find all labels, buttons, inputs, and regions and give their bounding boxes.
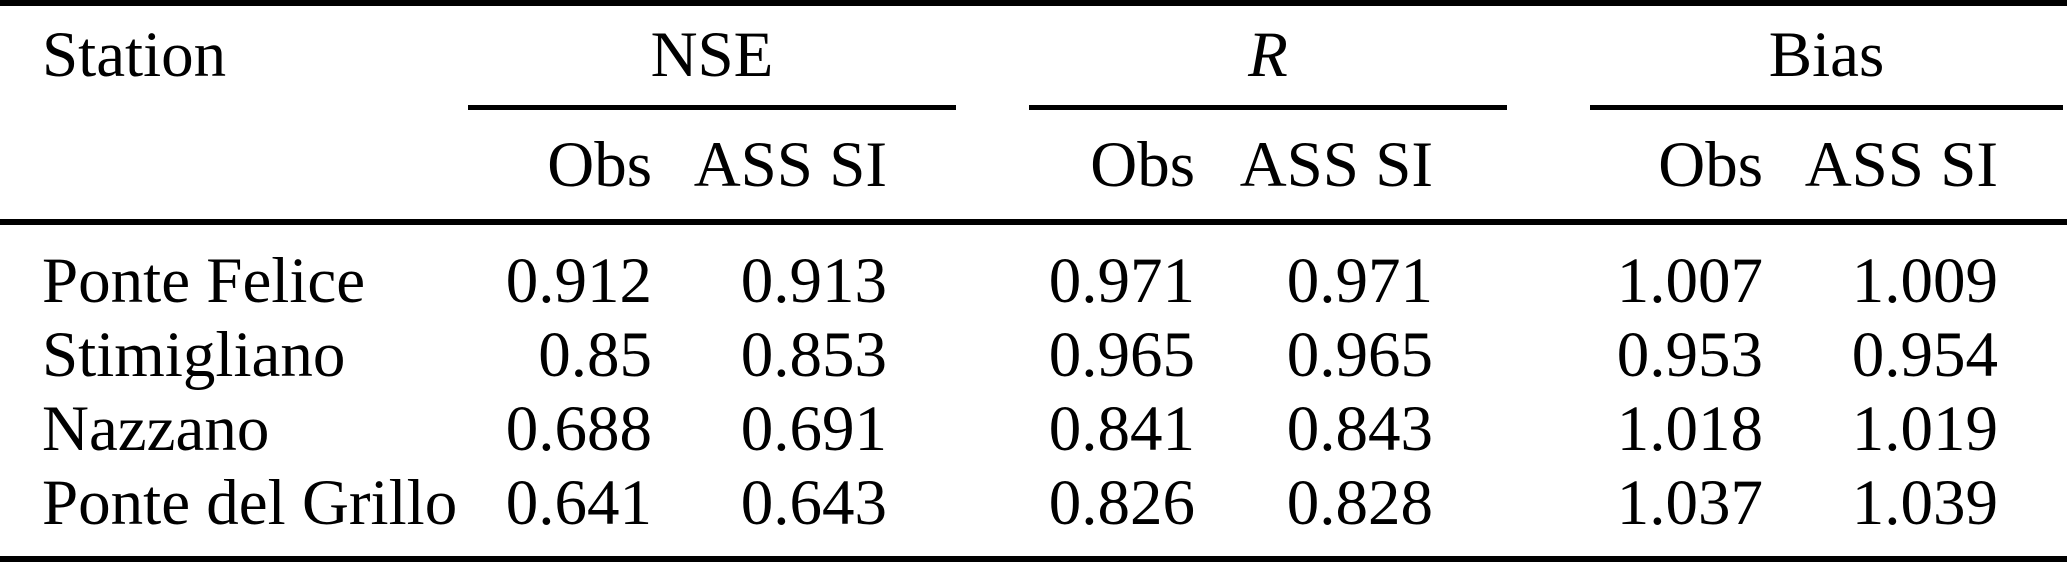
station-cell: Ponte Felice [42,245,366,317]
group-header-nse: NSE [650,19,774,91]
table-row: Ponte Felice 0.912 0.913 0.971 0.971 1.0… [0,244,2067,318]
r-obs-cell: 0.965 [1048,319,1195,391]
bias-obs-cell: 0.953 [1616,319,1763,391]
bias-ass-si-cell: 1.039 [1851,467,1998,539]
r-obs-cell: 0.841 [1048,393,1195,465]
sub-header-r-ass-si: ASS SI [1239,128,1433,201]
rule-spacer [0,105,460,111]
sub-header-bias-ass-si: ASS SI [1804,128,1998,201]
sub-header-bias-obs: Obs [1658,128,1763,201]
nse-obs-cell: 0.641 [505,467,652,539]
r-group-rule [1029,105,1507,110]
bias-ass-si-cell: 1.009 [1851,245,1998,317]
nse-group-rule [468,105,956,110]
sub-header-nse-ass-si: ASS SI [693,128,887,201]
table-row: Stimigliano 0.85 0.853 0.965 0.965 0.953… [0,318,2067,392]
table-bottom-rule [0,556,2067,562]
table-header-rule [0,219,2067,225]
nse-ass-si-cell: 0.691 [740,393,887,465]
bias-ass-si-cell: 0.954 [1851,319,1998,391]
sub-header-r-obs: Obs [1090,128,1195,201]
nse-ass-si-cell: 0.913 [740,245,887,317]
nse-ass-si-cell: 0.643 [740,467,887,539]
group-header-r: R [1248,19,1288,91]
r-obs-cell: 0.826 [1048,467,1195,539]
sub-header-row: Obs ASS SI Obs ASS SI Obs ASS SI [0,111,2067,219]
group-header-bias: Bias [1768,19,1885,91]
group-rules-row [0,105,2067,111]
sub-header-nse-obs: Obs [547,128,652,201]
nse-ass-si-cell: 0.853 [740,319,887,391]
table-row: Ponte del Grillo 0.641 0.643 0.826 0.828… [0,466,2067,540]
r-ass-si-cell: 0.971 [1286,245,1433,317]
group-header-row: Station NSE R Bias [0,6,2067,105]
r-obs-cell: 0.971 [1048,245,1195,317]
bias-obs-cell: 1.018 [1616,393,1763,465]
r-ass-si-cell: 0.965 [1286,319,1433,391]
nse-obs-cell: 0.688 [505,393,652,465]
column-header-station: Station [42,19,227,91]
nse-obs-cell: 0.85 [538,319,652,391]
station-cell: Nazzano [42,393,270,465]
bias-obs-cell: 1.007 [1616,245,1763,317]
table-body: Ponte Felice 0.912 0.913 0.971 0.971 1.0… [0,225,2067,540]
table-top-rule [0,0,2067,6]
bias-obs-cell: 1.037 [1616,467,1763,539]
station-cell: Stimigliano [42,319,346,391]
nse-obs-cell: 0.912 [505,245,652,317]
bias-group-rule [1590,105,2063,110]
r-ass-si-cell: 0.843 [1286,393,1433,465]
r-ass-si-cell: 0.828 [1286,467,1433,539]
bias-ass-si-cell: 1.019 [1851,393,1998,465]
station-cell: Ponte del Grillo [42,467,458,539]
table-row: Nazzano 0.688 0.691 0.841 0.843 1.018 1.… [0,392,2067,466]
